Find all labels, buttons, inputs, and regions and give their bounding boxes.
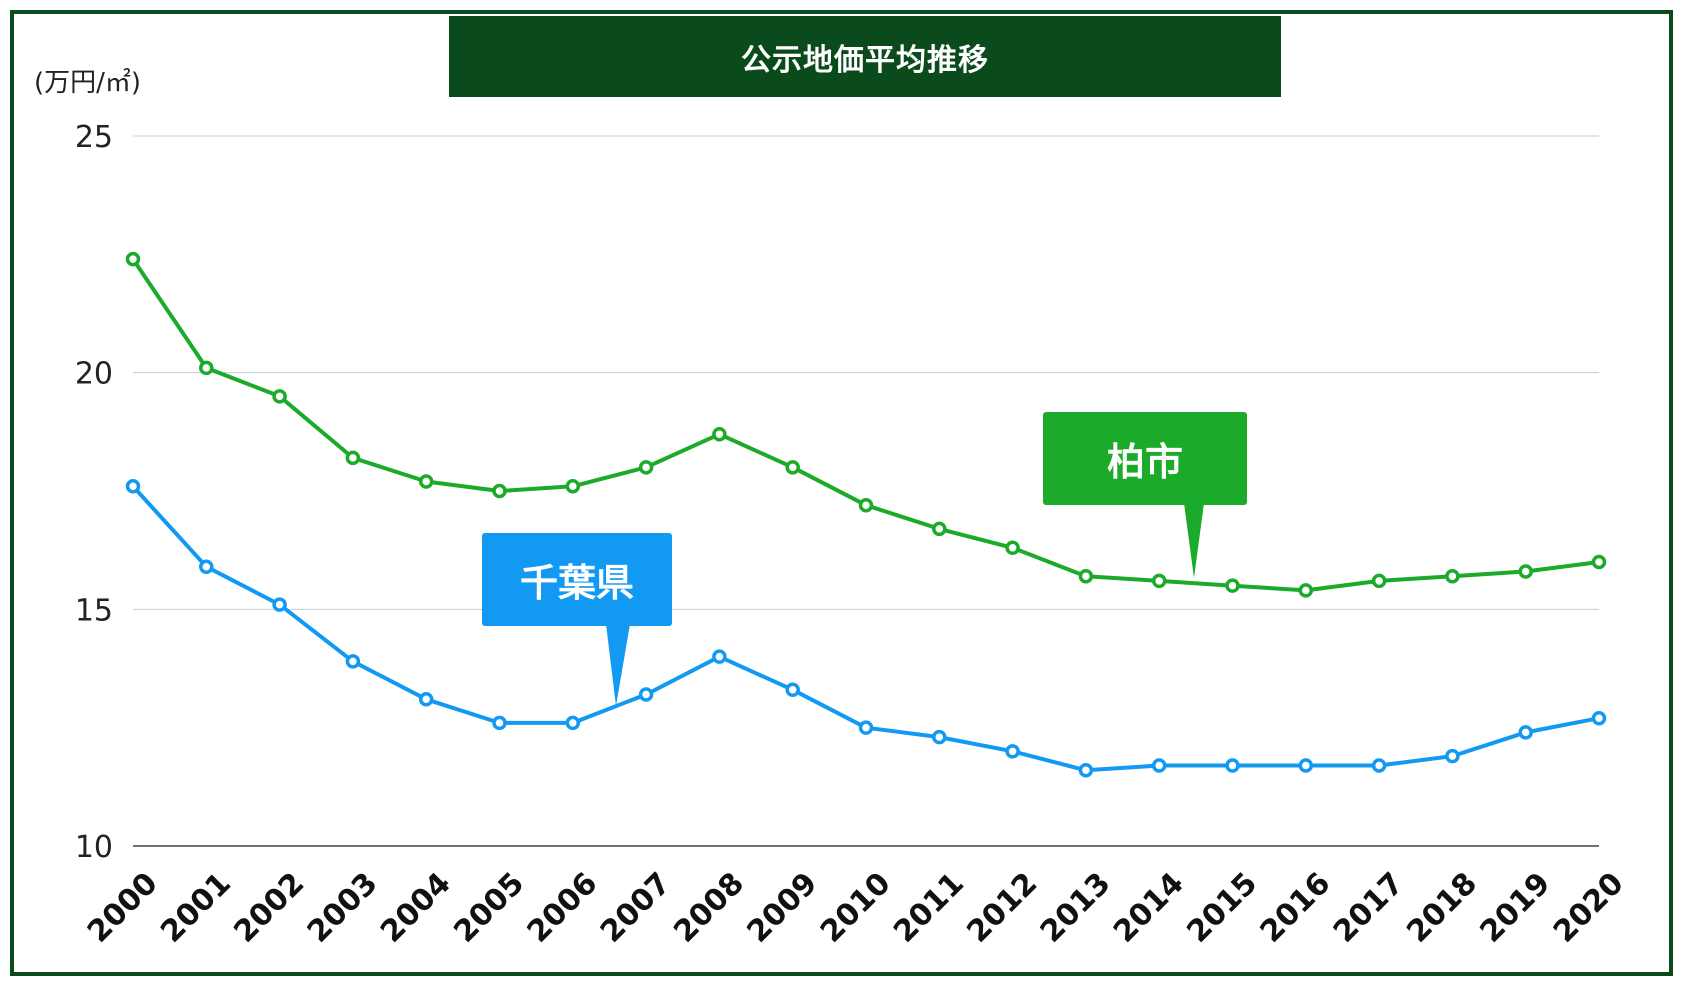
data-point: [1518, 564, 1533, 579]
data-point: [1371, 758, 1387, 773]
data-point: [1078, 763, 1094, 778]
x-tick-label: 2008: [667, 866, 751, 950]
data-point: [492, 715, 507, 731]
data-point: [1225, 578, 1240, 593]
data-point: [565, 715, 581, 731]
y-tick-label: 25: [75, 120, 113, 155]
data-point: [418, 692, 434, 707]
data-point: [1298, 758, 1314, 773]
series-line-0: [131, 257, 1600, 593]
chart-frame: [10, 10, 1673, 976]
data-point: [1591, 710, 1607, 726]
data-point: [1078, 568, 1094, 584]
x-tick-label: 2014: [1107, 866, 1191, 950]
x-tick-label: 2001: [154, 866, 238, 950]
data-point: [272, 597, 287, 612]
data-point: [1151, 573, 1167, 589]
y-tick-label: 15: [75, 593, 113, 628]
data-point: [638, 687, 654, 702]
x-tick-label: 2016: [1254, 866, 1338, 950]
data-point: [125, 479, 141, 494]
x-tick-label: 2006: [521, 866, 605, 950]
data-point: [1151, 758, 1167, 773]
y-tick-label: 10: [75, 830, 113, 865]
data-point: [932, 521, 947, 537]
data-point: [1225, 758, 1240, 773]
x-tick-label: 2013: [1034, 866, 1118, 950]
data-point: [199, 360, 214, 376]
x-tick-label: 2010: [814, 866, 898, 950]
data-point: [345, 450, 361, 466]
data-point: [1591, 554, 1607, 570]
x-tick-label: 2002: [227, 866, 311, 950]
data-point: [932, 729, 947, 745]
data-point: [712, 426, 727, 442]
data-point: [1005, 744, 1020, 759]
data-point: [858, 720, 874, 735]
data-point: [1005, 540, 1020, 556]
x-tick-label: 2000: [81, 866, 165, 950]
data-point: [418, 474, 434, 489]
data-point: [1371, 573, 1387, 589]
data-point: [125, 251, 141, 267]
data-point: [1518, 725, 1533, 740]
data-point: [345, 654, 361, 669]
data-point: [272, 389, 287, 404]
x-tick-label: 2005: [447, 866, 531, 950]
data-point: [1445, 568, 1460, 584]
x-tick-label: 2015: [1180, 866, 1264, 950]
data-point: [712, 649, 727, 664]
data-point: [1445, 748, 1460, 764]
data-point: [1298, 583, 1314, 598]
y-tick-label: 20: [75, 357, 113, 392]
x-tick-label: 2004: [374, 866, 458, 950]
data-point: [638, 460, 654, 475]
data-point: [785, 682, 800, 698]
x-tick-label: 2020: [1547, 866, 1631, 950]
y-axis-unit-label: (万円/㎡): [34, 68, 142, 98]
x-tick-label: 2009: [741, 866, 825, 950]
data-point: [492, 483, 507, 499]
data-point: [565, 479, 581, 494]
data-point: [858, 497, 874, 513]
x-tick-label: 2003: [301, 866, 385, 950]
x-tick-label: 2017: [1327, 866, 1411, 950]
kashiwa-callout: 柏市: [1043, 412, 1247, 505]
data-point: [199, 559, 214, 574]
x-tick-label: 2012: [960, 866, 1044, 950]
x-tick-label: 2007: [594, 866, 678, 950]
data-point: [785, 460, 800, 475]
chiba-callout-pointer: [606, 624, 630, 706]
x-tick-label: 2011: [887, 866, 971, 950]
x-tick-label: 2018: [1400, 866, 1484, 950]
x-tick-label: 2019: [1474, 866, 1558, 950]
kashiwa-callout-pointer: [1184, 503, 1204, 578]
chiba-callout: 千葉県: [482, 533, 672, 626]
chart-title: 公示地価平均推移: [449, 16, 1281, 97]
